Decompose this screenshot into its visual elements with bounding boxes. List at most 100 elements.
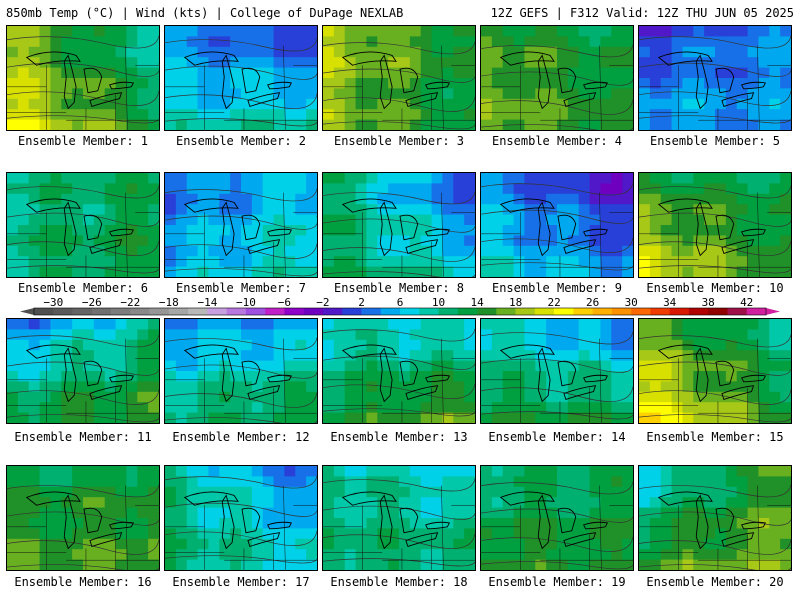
- temperature-map: [639, 173, 791, 277]
- colorbar-segment: [496, 308, 516, 315]
- temperature-map: [481, 173, 633, 277]
- colorbar-segment: [284, 308, 304, 315]
- temperature-map: [323, 26, 475, 130]
- colorbar-segment: [245, 308, 266, 315]
- colorbar-segment: [188, 308, 208, 315]
- colorbar-tick-label: −2: [316, 296, 329, 309]
- ensemble-member-label: Ensemble Member: 13: [330, 430, 468, 444]
- colorbar-segment: [53, 308, 73, 315]
- temperature-map: [165, 26, 317, 130]
- colorbar-tick-label: 38: [702, 296, 715, 309]
- temperature-map: [165, 466, 317, 570]
- colorbar-segment: [226, 308, 247, 315]
- colorbar-segment: [400, 308, 420, 315]
- ensemble-member-label: Ensemble Member: 2: [175, 134, 307, 148]
- ensemble-panel-5: [638, 25, 792, 131]
- colorbar-segment: [746, 308, 767, 315]
- ensemble-member-label: Ensemble Member: 15: [646, 430, 784, 444]
- colorbar-tick-label: 34: [663, 296, 677, 309]
- colorbar-segment: [631, 308, 651, 315]
- ensemble-panel-14: [480, 318, 634, 424]
- colorbar-tick-label: 30: [625, 296, 638, 309]
- colorbar-tick-label: −22: [120, 296, 140, 309]
- ensemble-panel-1: [6, 25, 160, 131]
- ensemble-member-label: Ensemble Member: 17: [172, 575, 310, 589]
- colorbar-tick-label: 18: [509, 296, 522, 309]
- colorbar-segment: [650, 308, 670, 315]
- colorbar-tick-label: 42: [740, 296, 753, 309]
- ensemble-panel-4: [480, 25, 634, 131]
- colorbar-tick-label: −6: [278, 296, 291, 309]
- ensemble-member-label: Ensemble Member: 1: [17, 134, 149, 148]
- temperature-map: [7, 173, 159, 277]
- colorbar-segment: [111, 308, 131, 315]
- colorbar-segment: [477, 308, 497, 315]
- temperature-map: [165, 319, 317, 423]
- colorbar-segment: [91, 308, 112, 315]
- colorbar-segment: [438, 308, 459, 315]
- colorbar-segment: [611, 308, 632, 315]
- colorbar-segment: [515, 308, 536, 315]
- ensemble-member-label: Ensemble Member: 14: [488, 430, 626, 444]
- ensemble-panel-11: [6, 318, 160, 424]
- colorbar-segment: [573, 308, 593, 315]
- colorbar-segment: [72, 308, 93, 315]
- colorbar-segment: [419, 308, 439, 315]
- colorbar-segment: [592, 308, 613, 315]
- colorbar-segment: [708, 308, 728, 315]
- header-title: 850mb Temp (°C) | Wind (kts) | College o…: [6, 6, 404, 20]
- temperature-map: [7, 26, 159, 130]
- colorbar-tick-label: −30: [43, 296, 63, 309]
- colorbar-segment: [688, 308, 709, 315]
- colorbar-tick-label: −14: [197, 296, 217, 309]
- colorbar-low-arrow: [20, 308, 34, 315]
- ensemble-panel-3: [322, 25, 476, 131]
- colorbar-segment: [342, 308, 362, 315]
- temperature-map: [639, 26, 791, 130]
- colorbar-segment: [727, 308, 748, 315]
- colorbar-segment: [554, 308, 574, 315]
- temperature-map: [639, 319, 791, 423]
- ensemble-member-label: Ensemble Member: 16: [14, 575, 152, 589]
- colorbar-segment: [303, 308, 324, 315]
- ensemble-panel-2: [164, 25, 318, 131]
- temperature-map: [481, 319, 633, 423]
- ensemble-member-label: Ensemble Member: 5: [649, 134, 781, 148]
- ensemble-member-label: Ensemble Member: 20: [646, 575, 784, 589]
- colorbar-tick-label: −18: [159, 296, 179, 309]
- colorbar-segment: [457, 308, 478, 315]
- header-run-info: 12Z GEFS | F312 Valid: 12Z THU JUN 05 20…: [490, 6, 794, 20]
- colorbar-tick-label: 6: [397, 296, 404, 309]
- temperature-colorbar: −30 −26 −22 −18 −14 −10 −6 −2 2 6 10 14 18 22 26 30 34 38…: [20, 296, 780, 316]
- colorbar-segment: [669, 308, 690, 315]
- colorbar-tick-label: 22: [547, 296, 560, 309]
- colorbar-tick-label: −26: [82, 296, 102, 309]
- colorbar-tick-label: −10: [236, 296, 256, 309]
- ensemble-panel-9: [480, 172, 634, 278]
- colorbar-tick-label: 2: [358, 296, 365, 309]
- temperature-map: [639, 466, 791, 570]
- temperature-map: [7, 319, 159, 423]
- ensemble-member-label: Ensemble Member: 10: [646, 281, 784, 295]
- ensemble-panel-19: [480, 465, 634, 571]
- ensemble-panel-17: [164, 465, 318, 571]
- ensemble-member-label: Ensemble Member: 7: [175, 281, 307, 295]
- ensemble-panel-13: [322, 318, 476, 424]
- colorbar-segment: [34, 308, 54, 315]
- colorbar-tick-label: 14: [470, 296, 484, 309]
- colorbar-high-arrow: [766, 308, 780, 315]
- temperature-map: [323, 319, 475, 423]
- temperature-map: [165, 173, 317, 277]
- ensemble-panel-16: [6, 465, 160, 571]
- ensemble-member-label: Ensemble Member: 3: [333, 134, 465, 148]
- ensemble-panel-10: [638, 172, 792, 278]
- temperature-map: [323, 466, 475, 570]
- colorbar-segment: [168, 308, 189, 315]
- colorbar-segment: [130, 308, 150, 315]
- colorbar-segment: [322, 308, 343, 315]
- ensemble-member-label: Ensemble Member: 8: [333, 281, 465, 295]
- colorbar-tick-label: 10: [432, 296, 445, 309]
- colorbar-segment: [380, 308, 401, 315]
- ensemble-member-label: Ensemble Member: 18: [330, 575, 468, 589]
- ensemble-member-label: Ensemble Member: 12: [172, 430, 310, 444]
